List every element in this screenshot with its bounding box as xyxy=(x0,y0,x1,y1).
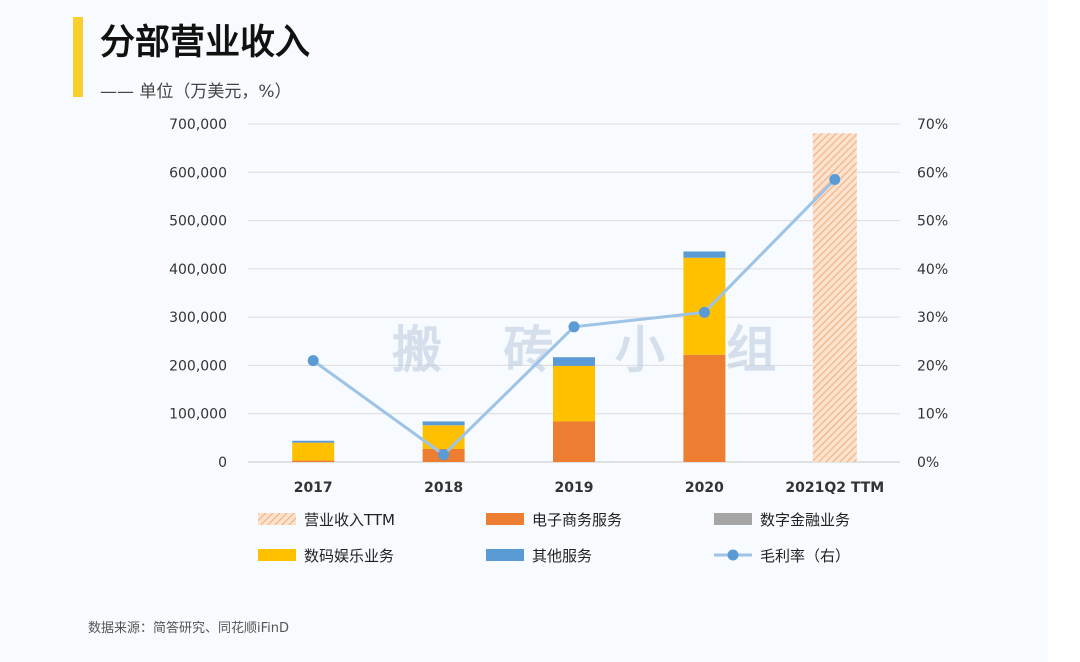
y-right-tick-label: 70% xyxy=(917,117,948,133)
y-left-tick-label: 500,000 xyxy=(169,214,227,230)
bar-segment-ecommerce xyxy=(553,421,595,462)
legend-swatch-entertainment xyxy=(258,549,296,561)
chart-title: 分部营业收入 xyxy=(100,23,311,63)
gross-margin-point xyxy=(568,321,580,333)
combo-chart: 搬 砖 小 组 0 100,000 200,000 300,000 400,000 500… xyxy=(169,117,948,565)
x-tick-label: 2017 xyxy=(294,480,333,496)
legend-label: 营业收入TTM xyxy=(304,511,395,529)
y-left-tick-label: 600,000 xyxy=(169,165,227,181)
data-source-note: 数据来源：简答研究、同花顺iFinD xyxy=(88,621,290,636)
bar-ttm-revenue xyxy=(812,133,857,462)
gross-margin-point xyxy=(829,174,841,186)
bar-segment-other xyxy=(553,357,595,366)
x-tick-label: 2019 xyxy=(555,480,594,496)
y-right-tick-label: 60% xyxy=(917,165,948,181)
legend-swatch-fintech xyxy=(714,513,752,525)
bar-segment-ecommerce xyxy=(683,354,726,462)
legend-label: 电子商务服务 xyxy=(532,511,622,529)
y-right-tick-label: 50% xyxy=(917,214,948,230)
bar-segment-other xyxy=(292,440,335,443)
legend-swatch-other xyxy=(486,549,524,561)
bar-segment-other xyxy=(422,421,465,426)
legend-swatch-ecommerce xyxy=(486,513,524,525)
title-accent-bar xyxy=(73,17,83,97)
y-left-tick-label: 700,000 xyxy=(169,117,227,133)
y-right-tick-label: 30% xyxy=(917,310,948,326)
chart-subtitle: —— 单位（万美元，%） xyxy=(100,82,292,102)
y-right-tick-label: 40% xyxy=(917,262,948,278)
y-left-tick-label: 100,000 xyxy=(169,407,227,423)
bar-segment-ecommerce xyxy=(292,460,335,462)
bar-segment-entertainment xyxy=(292,442,335,461)
x-tick-label: 2020 xyxy=(685,480,724,496)
bar-segment-other xyxy=(683,251,726,258)
y-left-tick-label: 0 xyxy=(218,455,227,471)
legend-label: 数码娱乐业务 xyxy=(304,547,394,565)
legend-swatch-margin-dot xyxy=(727,549,739,561)
y-right-tick-label: 0% xyxy=(917,455,939,471)
y-left-tick-label: 200,000 xyxy=(169,358,227,374)
x-tick-label: 2018 xyxy=(424,480,463,496)
legend-swatch-ttm xyxy=(258,513,296,525)
bar-segment-entertainment xyxy=(683,257,726,355)
x-tick-label: 2021Q2 TTM xyxy=(785,480,884,496)
watermark-text: 搬 砖 小 组 xyxy=(392,321,798,379)
gross-margin-point xyxy=(698,306,710,318)
y-left-tick-label: 400,000 xyxy=(169,262,227,278)
y-right-tick-label: 20% xyxy=(917,358,948,374)
gross-margin-point xyxy=(307,355,319,367)
gross-margin-point xyxy=(438,449,450,461)
y-right-tick-label: 10% xyxy=(917,407,948,423)
legend-label: 其他服务 xyxy=(532,547,592,565)
chart-canvas: 分部营业收入 —— 单位（万美元，%） 搬 砖 小 组 0 100,000 200,… xyxy=(73,17,949,636)
legend-label: 毛利率（右） xyxy=(760,547,850,565)
legend-label: 数字金融业务 xyxy=(760,511,850,529)
y-left-tick-label: 300,000 xyxy=(169,310,227,326)
bar-segment-entertainment xyxy=(553,365,595,422)
